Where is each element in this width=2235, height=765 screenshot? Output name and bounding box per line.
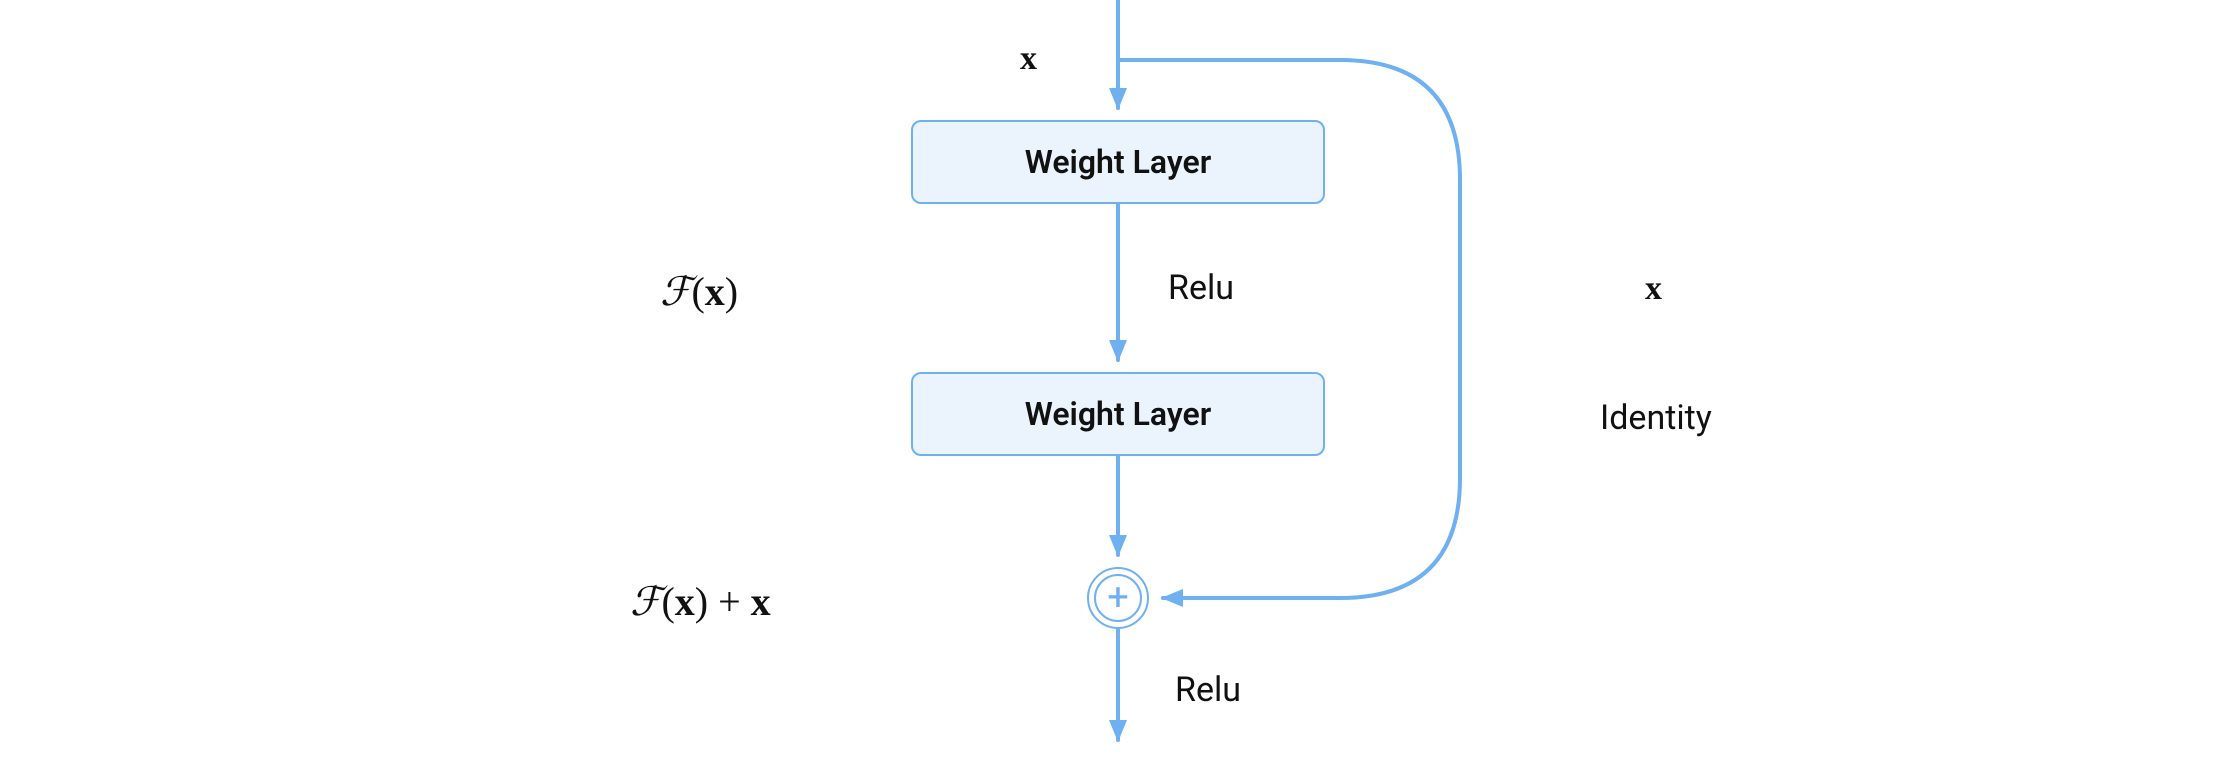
- identity-label: Identity: [1600, 398, 1712, 438]
- relu-mid-label: Relu: [1168, 268, 1234, 308]
- fx-plus-x-label: ℱ(x) + x: [630, 578, 771, 625]
- fx-label: ℱ(x): [660, 268, 738, 315]
- weight-layer-2-label: Weight Layer: [1025, 395, 1212, 433]
- weight-layer-1-label: Weight Layer: [1025, 143, 1212, 181]
- residual-block-diagram: Weight Layer Weight Layer + x ℱ(x) Relu …: [0, 0, 2235, 765]
- weight-layer-1: Weight Layer: [911, 120, 1325, 204]
- plus-icon: +: [1107, 579, 1129, 617]
- weight-layer-2: Weight Layer: [911, 372, 1325, 456]
- relu-bottom-label: Relu: [1175, 670, 1241, 710]
- identity-x-label: x: [1645, 268, 1662, 308]
- input-x-label: x: [1020, 38, 1037, 78]
- add-node: +: [1094, 574, 1142, 622]
